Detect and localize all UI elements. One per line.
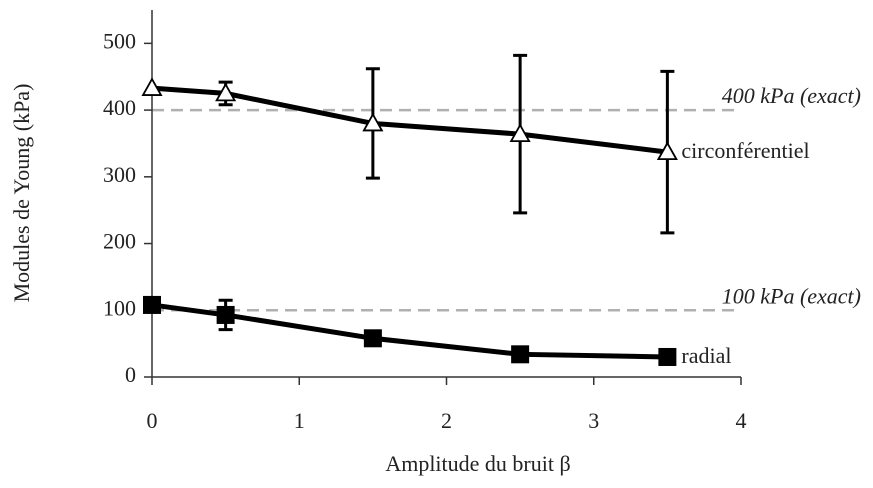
legend-label: circonférentiel [681,138,809,163]
y-tick-label: 400 [103,95,136,120]
x-tick-label: 2 [441,408,452,433]
y-tick-label: 0 [125,362,136,387]
marker [509,123,531,143]
marker [658,347,677,366]
marker [143,295,161,314]
reference-label: 400 kPa (exact) [722,83,861,108]
y-tick-label: 100 [103,295,136,320]
y-axis-label: Modules de Young (kPa) [9,84,34,303]
marker [215,82,237,102]
x-tick-label: 4 [736,408,747,433]
x-tick-label: 3 [588,408,599,433]
marker [362,112,384,132]
marker [656,141,678,161]
y-tick-label: 500 [103,28,136,53]
marker [216,305,235,324]
marker [511,345,530,364]
y-tick-label: 300 [103,162,136,187]
legend-label: radial [681,343,731,368]
y-tick-label: 200 [103,229,136,254]
x-tick-label: 0 [147,408,158,433]
x-axis-label: Amplitude du bruit β [385,451,570,476]
reference-label: 100 kPa (exact) [722,283,861,308]
marker [141,77,163,96]
marker [363,329,382,348]
x-tick-label: 1 [294,408,305,433]
